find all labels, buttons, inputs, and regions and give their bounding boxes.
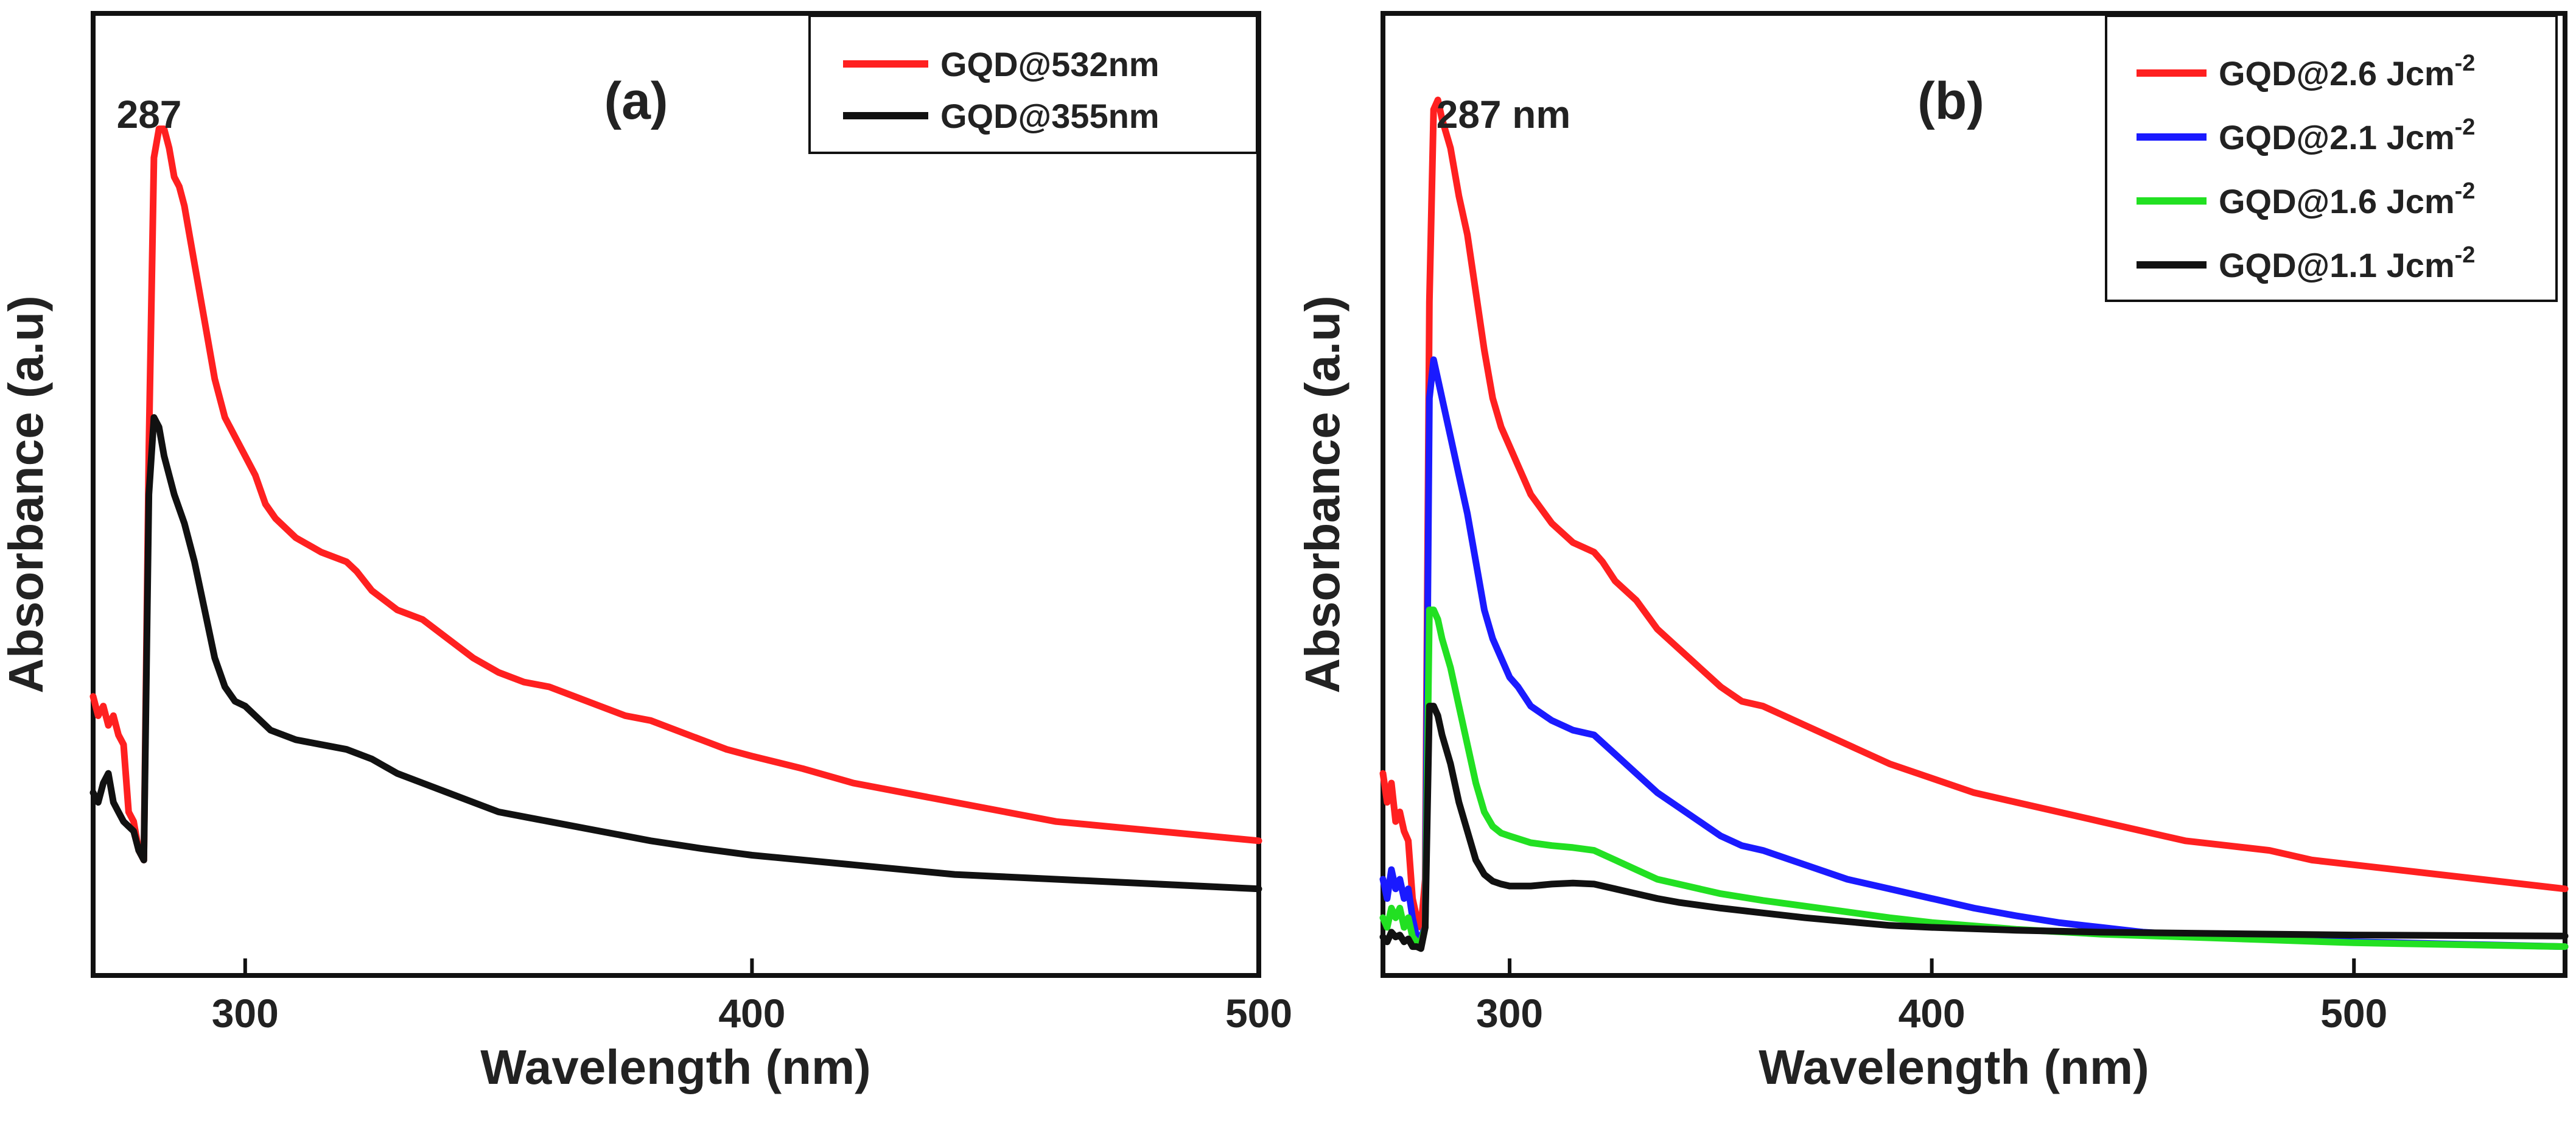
- panel-a-series-lines: [89, 125, 1262, 893]
- panel-b-legend-label-1-1-base: GQD@1.1 Jcm: [2219, 246, 2455, 284]
- panel-a-legend-label-532: GQD@532nm: [940, 45, 1160, 83]
- panel-a-legend-label-355: GQD@355nm: [940, 97, 1160, 135]
- panel-b-peak-annotation: 287 nm: [1437, 93, 1571, 136]
- panel-b-legend-label-2-1: GQD@2.1 Jcm-2: [2219, 114, 2475, 156]
- panel-b-legend: GQD@2.6 Jcm-2 GQD@2.1 Jcm-2 GQD@1.6 Jcm-…: [2105, 15, 2558, 302]
- panel-a-series-line-2: [89, 414, 1262, 893]
- panel-b-chart: 300 400 500 (b) 287 nm Wavelength (nm) Abs…: [1295, 11, 2569, 1094]
- panel-b-x-tick-label-300: 300: [1476, 991, 1543, 1036]
- panel-a-chart: 300 400 500 (a) 287 Wavelength (nm) Absorb…: [0, 11, 1292, 1094]
- panel-b-series-line-3: [1379, 606, 2569, 951]
- panel-b-legend-label-2-6: GQD@2.6 Jcm-2: [2219, 51, 2475, 93]
- panel-b-legend-label-2-6-base: GQD@2.6 Jcm: [2219, 54, 2455, 93]
- panel-b-legend-label-1-6-base: GQD@1.6 Jcm: [2219, 182, 2455, 220]
- panel-b-legend-box: [2105, 15, 2558, 302]
- panel-b-legend-label-1-6-sup: -2: [2455, 178, 2476, 204]
- panel-a-legend: GQD@532nm GQD@355nm: [808, 15, 1258, 154]
- panel-b-x-tick-label-400: 400: [1899, 991, 1965, 1036]
- panel-a-legend-box: [808, 15, 1258, 154]
- panel-b-legend-label-2-6-sup: -2: [2455, 51, 2476, 76]
- panel-b-x-ticks: 300 400 500: [1476, 958, 2387, 1036]
- panel-b-plot-frame: [1381, 11, 2567, 978]
- panel-b-legend-label-2-1-base: GQD@2.1 Jcm: [2219, 118, 2455, 156]
- panel-b-legend-label-2-1-sup: -2: [2455, 114, 2476, 140]
- panel-a-x-tick-label-400: 400: [718, 991, 785, 1036]
- panel-a-series-line-1: [89, 125, 1262, 863]
- panel-b-series-lines: [1379, 96, 2569, 952]
- panel-b-label: (b): [1917, 72, 1984, 130]
- panel-b-legend-label-1-1-sup: -2: [2455, 242, 2476, 268]
- panel-b-y-axis-title: Absorbance (a.u): [1295, 295, 1349, 693]
- panel-b-series-line-4: [1379, 703, 2569, 952]
- panel-b-legend-label-1-1: GQD@1.1 Jcm-2: [2219, 242, 2475, 284]
- panel-a-x-tick-label-500: 500: [1225, 991, 1292, 1036]
- panel-a-x-ticks: 300 400 500: [212, 958, 1292, 1036]
- panel-a-x-axis-title: Wavelength (nm): [480, 1040, 870, 1094]
- panel-a-y-axis-title: Absorbance (a.u): [0, 295, 53, 693]
- panel-a-x-tick-label-300: 300: [212, 991, 279, 1036]
- panel-b-legend-label-1-6: GQD@1.6 Jcm-2: [2219, 178, 2475, 220]
- panel-a-label: (a): [604, 72, 668, 130]
- panel-a-plot-frame: [91, 11, 1261, 978]
- panel-b-x-axis-title: Wavelength (nm): [1759, 1040, 2149, 1094]
- panel-a-peak-annotation: 287: [117, 93, 182, 136]
- panel-b-x-tick-label-500: 500: [2320, 991, 2387, 1036]
- panel-b-series-line-2: [1379, 356, 2569, 951]
